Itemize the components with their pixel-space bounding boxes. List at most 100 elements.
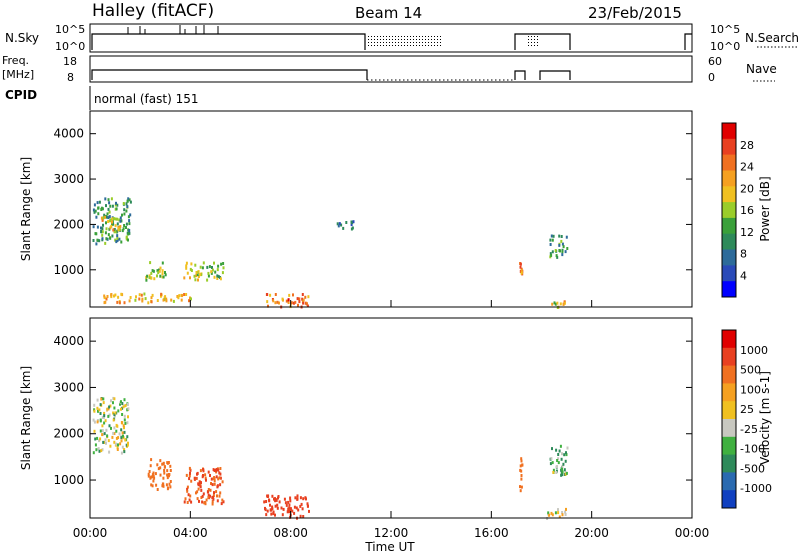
- range-cell: [121, 406, 124, 410]
- range-cell: [302, 515, 305, 518]
- beam-label: Beam 14: [355, 4, 422, 22]
- range-cell: [564, 250, 567, 254]
- nsearch-dot: [380, 36, 381, 37]
- range-cell: [287, 301, 290, 304]
- range-cell: [97, 206, 100, 210]
- range-cell: [519, 464, 522, 468]
- range-cell: [298, 300, 301, 304]
- range-cell: [550, 234, 553, 238]
- range-cell: [107, 414, 110, 418]
- range-cell: [163, 471, 166, 475]
- range-cell: [114, 411, 117, 415]
- range-cell: [115, 207, 118, 211]
- range-cell: [126, 199, 129, 203]
- range-cell: [152, 269, 155, 273]
- nsearch-dot: [410, 45, 411, 46]
- range-cell: [519, 262, 522, 266]
- colorbar-swatch: [722, 265, 736, 282]
- range-cell: [117, 295, 120, 299]
- nsearch-dot: [422, 36, 423, 37]
- nave-label: Nave: [746, 62, 777, 76]
- nsearch-dot: [437, 36, 438, 37]
- range-cell: [276, 503, 279, 507]
- range-cell: [185, 473, 188, 477]
- range-cell: [121, 445, 124, 449]
- range-cell: [185, 261, 188, 265]
- nsearch-dot: [416, 45, 417, 46]
- nsearch-dot: [428, 42, 429, 43]
- range-cell: [266, 293, 269, 296]
- range-cell: [157, 271, 160, 275]
- range-cell: [114, 224, 117, 228]
- range-cell: [300, 502, 303, 506]
- range-cell: [128, 229, 131, 232]
- range-cell: [158, 269, 161, 273]
- nsearch-dot: [377, 36, 378, 37]
- colorbar-swatch: [722, 123, 736, 140]
- range-cell: [101, 429, 104, 433]
- nsearch-dot: [413, 36, 414, 37]
- range-cell: [103, 296, 106, 300]
- y-tick-label: 3000: [53, 172, 84, 186]
- colorbar-tick-label: 500: [740, 364, 761, 377]
- range-cell: [161, 261, 164, 265]
- range-cell: [159, 266, 162, 270]
- range-cell: [126, 443, 129, 447]
- range-cell: [519, 265, 522, 269]
- range-cell: [264, 508, 267, 512]
- range-cell: [102, 397, 105, 401]
- range-cell: [96, 398, 99, 402]
- nsearch-dot: [374, 39, 375, 40]
- nsearch-dot: [392, 36, 393, 37]
- range-cell: [561, 473, 564, 477]
- range-cell: [263, 500, 266, 504]
- range-cell: [212, 468, 215, 472]
- range-cell: [285, 503, 288, 507]
- range-cell: [99, 412, 102, 415]
- nsearch-dot: [383, 36, 384, 37]
- range-cell: [123, 414, 126, 418]
- range-cell: [98, 408, 101, 412]
- range-cell: [104, 438, 107, 442]
- range-cell: [151, 269, 154, 273]
- range-cell: [213, 479, 216, 483]
- range-cell: [112, 431, 115, 435]
- range-cell: [220, 502, 223, 506]
- range-cell: [159, 274, 162, 278]
- range-cell: [114, 203, 117, 207]
- range-cell: [115, 423, 118, 427]
- range-cell: [169, 464, 172, 468]
- nsearch-dot: [380, 42, 381, 43]
- range-cell: [549, 243, 552, 246]
- range-cell: [100, 226, 102, 230]
- range-cell: [117, 228, 120, 232]
- range-cell: [351, 221, 354, 225]
- range-cell: [272, 299, 275, 303]
- range-cell: [178, 294, 181, 298]
- nsearch-dot: [398, 36, 399, 37]
- range-cell: [565, 235, 568, 239]
- range-cell: [154, 472, 157, 476]
- y-tick-label: 3000: [53, 380, 84, 394]
- colorbar-tick-label: 28: [740, 139, 754, 152]
- range-cell: [123, 430, 126, 434]
- range-cell: [168, 474, 170, 478]
- range-cell: [519, 489, 522, 493]
- range-cell: [161, 484, 164, 488]
- range-cell: [196, 490, 199, 494]
- range-cell: [164, 271, 166, 274]
- nsearch-dot: [383, 39, 384, 40]
- range-cell: [283, 497, 286, 501]
- range-cell: [169, 480, 172, 483]
- range-cell: [280, 506, 283, 510]
- range-cell: [119, 228, 122, 232]
- range-cell: [552, 468, 555, 472]
- freq-label-2: [MHz]: [2, 68, 34, 81]
- range-cell: [189, 276, 191, 280]
- range-cell: [196, 273, 199, 277]
- range-cell: [281, 297, 284, 301]
- nsearch-dot: [380, 39, 381, 40]
- range-cell: [552, 470, 555, 474]
- range-cell: [164, 273, 167, 277]
- range-cell: [290, 508, 293, 512]
